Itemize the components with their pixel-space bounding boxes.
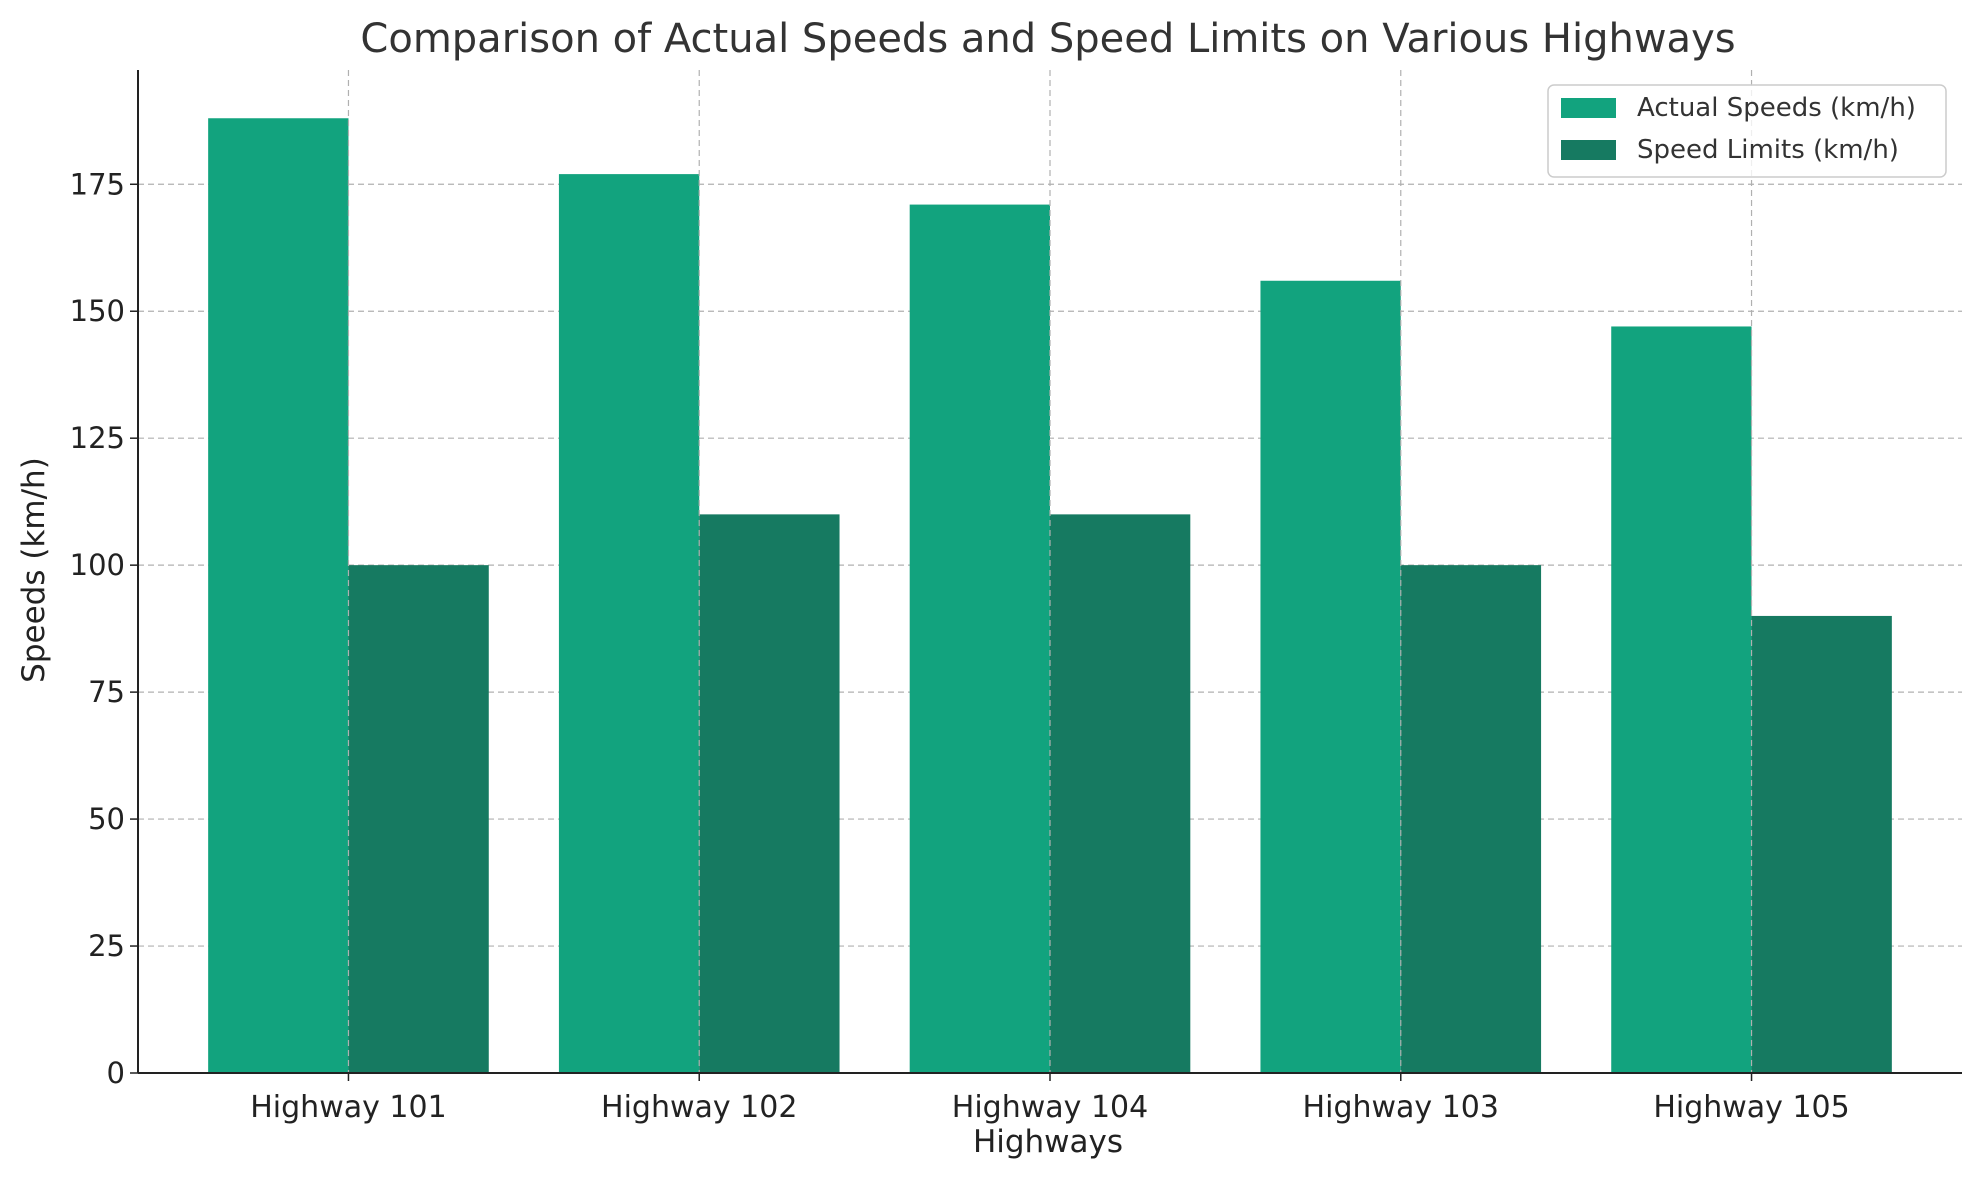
y-tick-label: 50 — [88, 802, 125, 836]
y-tick-label: 100 — [70, 548, 125, 582]
y-axis-label: Speeds (km/h) — [16, 457, 52, 683]
bar-actual-speeds-highway-103 — [1260, 280, 1401, 1073]
legend-box — [1547, 84, 1947, 178]
x-tick-label: Highway 103 — [1303, 1090, 1499, 1125]
y-tick-label: 175 — [70, 167, 125, 201]
y-tick-label: 75 — [88, 675, 125, 709]
chart-title: Comparison of Actual Speeds and Speed Li… — [360, 16, 1735, 62]
y-tick-label: 150 — [70, 294, 125, 328]
bar-actual-speeds-highway-102 — [558, 174, 700, 1073]
legend-swatch-speed-limits — [1561, 140, 1616, 160]
bar-speed-limits-highway-105 — [1751, 615, 1892, 1073]
legend-swatch-actual-speeds — [1561, 98, 1616, 118]
x-axis-label: Highways — [973, 1124, 1123, 1160]
bar-actual-speeds-highway-101 — [208, 118, 349, 1074]
bar-speed-limits-highway-103 — [1400, 565, 1542, 1073]
x-tick-label: Highway 104 — [952, 1090, 1148, 1125]
bar-actual-speeds-highway-104 — [909, 204, 1050, 1074]
x-tick-label: Highway 101 — [250, 1090, 446, 1125]
legend: Actual Speeds (km/h) Speed Limits (km/h) — [1547, 84, 1947, 178]
tick-labels: 0 25 50 75 100 125 150 175 Highway 101 Highway 10… — [70, 167, 1850, 1125]
y-tick-label: 0 — [107, 1056, 125, 1090]
bars — [208, 118, 1892, 1074]
y-tick-label: 125 — [70, 421, 125, 455]
bar-actual-speeds-highway-105 — [1611, 326, 1752, 1074]
bar-speed-limits-highway-101 — [348, 565, 489, 1073]
bar-speed-limits-highway-102 — [699, 514, 840, 1073]
x-tick-label: Highway 102 — [601, 1090, 797, 1125]
bar-speed-limits-highway-104 — [1050, 514, 1191, 1073]
x-tick-label: Highway 105 — [1653, 1090, 1849, 1125]
legend-label-actual-speeds: Actual Speeds (km/h) — [1637, 93, 1916, 123]
y-tick-label: 25 — [88, 929, 125, 963]
vertical-grid-lines — [347, 70, 1753, 1073]
legend-label-speed-limits: Speed Limits (km/h) — [1637, 135, 1899, 165]
